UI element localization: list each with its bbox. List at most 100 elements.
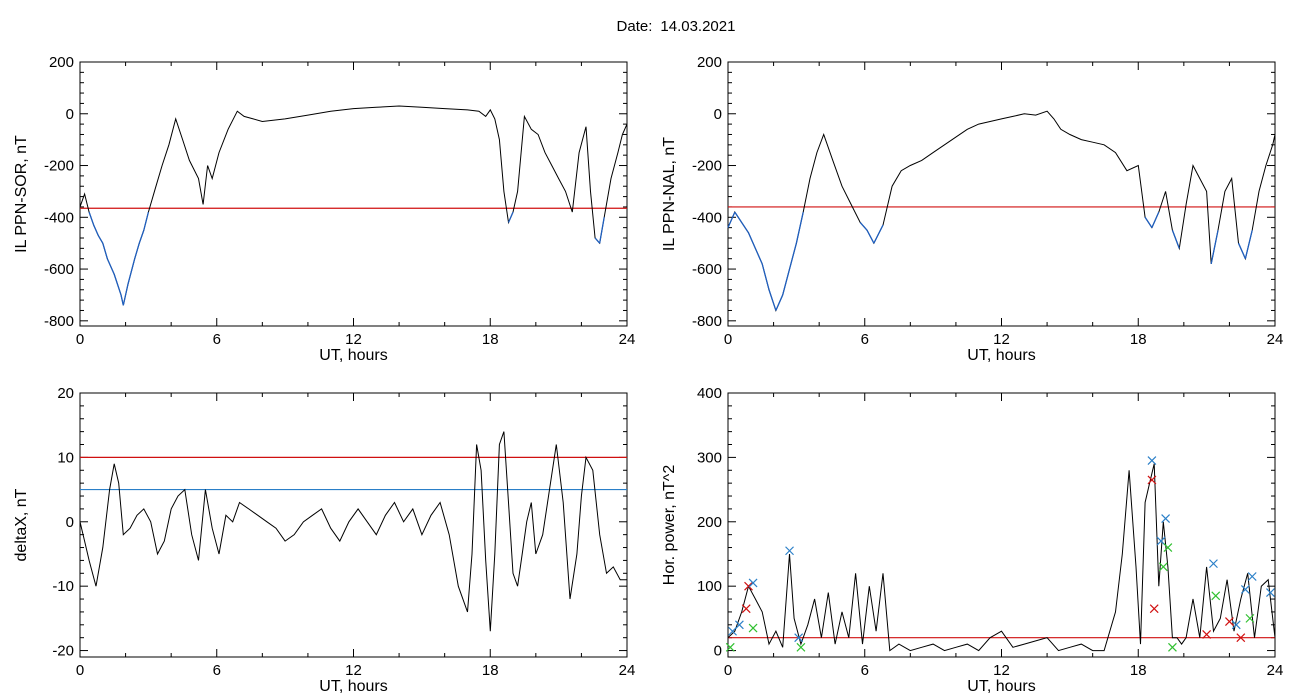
y-tick-label: 300 [697, 449, 722, 466]
below-threshold-segment [106, 258, 115, 275]
y-tick-label: 400 [697, 385, 722, 402]
y-tick-label: 10 [57, 449, 74, 466]
y-tick-label: -400 [692, 209, 722, 226]
below-threshold-segment [594, 237, 601, 244]
below-threshold-segment [1210, 230, 1219, 265]
x-tick-label: 0 [76, 662, 84, 679]
marker-red [1224, 617, 1234, 627]
below-threshold-segment [754, 248, 763, 265]
below-threshold-segment [97, 235, 104, 244]
below-threshold-segment [782, 268, 791, 296]
y-tick-label: 100 [697, 578, 722, 595]
below-threshold-segment [122, 284, 129, 306]
marker-blue [1147, 456, 1157, 466]
x-tick-label: 6 [213, 662, 221, 679]
panel-hor-power: 0 6 12 18 24 0 100 200 300 400 UT, hours Hor. power… [661, 385, 1283, 695]
below-threshold-segment [120, 294, 124, 306]
y-tick-label: 0 [714, 643, 722, 660]
y-tick-label: 200 [49, 54, 74, 71]
below-threshold-segment [747, 232, 756, 249]
below-threshold-segment [507, 211, 514, 223]
x-tick-label: 12 [345, 331, 362, 348]
marker-blue [794, 633, 804, 643]
x-tick-label: 18 [482, 331, 499, 348]
x-tick-label: 24 [619, 662, 636, 679]
below-threshold-segment [727, 211, 736, 228]
x-tick-label: 0 [724, 331, 732, 348]
below-threshold-segment [127, 258, 136, 285]
marker-blue [1231, 620, 1241, 630]
x-tick-label: 24 [1267, 331, 1284, 348]
y-axis-label: Hor. power, nT^2 [661, 465, 678, 586]
x-axis-label: UT, hours [319, 347, 387, 364]
below-threshold-segment [734, 211, 743, 223]
below-threshold-segment [795, 211, 804, 244]
x-tick-label: 12 [345, 662, 362, 679]
panel-il-ppn-sor: 0 6 12 18 24 -800 -600 -400 -200 0 200 UT, hours IL … [13, 54, 635, 364]
y-tick-label: 200 [697, 54, 722, 71]
below-threshold-segment [768, 289, 777, 311]
y-tick-label: 20 [57, 385, 74, 402]
x-tick-label: 12 [993, 662, 1010, 679]
y-axis-label: IL PPN-NAL, nT [661, 137, 678, 251]
marker-red [744, 581, 753, 591]
plot-frame [79, 392, 628, 658]
y-tick-label: -200 [44, 158, 74, 175]
below-threshold-segment [788, 243, 798, 270]
panel-il-ppn-nal: 0 6 12 18 24 -800 -600 -400 -200 0 200 UT, hours IL … [661, 54, 1283, 364]
x-tick-label: 6 [861, 662, 869, 679]
y-tick-label: -600 [692, 261, 722, 278]
below-threshold-segment [1151, 211, 1160, 228]
x-tick-label: 6 [213, 331, 221, 348]
marker-green [1168, 642, 1177, 652]
series-line [79, 431, 627, 632]
x-axis-label: UT, hours [319, 678, 387, 695]
date-value: 14.03.2021 [660, 18, 736, 35]
marker-green [796, 642, 806, 652]
marker-green [725, 642, 735, 652]
below-threshold-segment [134, 242, 140, 259]
x-tick-label: 6 [861, 331, 869, 348]
below-threshold-segment [102, 242, 108, 259]
marker-green [1163, 543, 1173, 552]
below-threshold-segment [599, 217, 605, 244]
x-tick-label: 12 [993, 331, 1010, 348]
marker-red [741, 604, 751, 614]
below-threshold-segment [88, 211, 95, 226]
y-tick-label: 200 [697, 514, 722, 531]
y-tick-label: -20 [52, 643, 74, 660]
marker-red [1202, 630, 1212, 639]
y-tick-label: -600 [44, 261, 74, 278]
x-axis-label: UT, hours [967, 347, 1035, 364]
below-threshold-segment [1244, 230, 1253, 259]
x-tick-label: 24 [1267, 662, 1284, 679]
marker-blue [1240, 584, 1250, 594]
marker-blue [1209, 559, 1218, 569]
marker-red [1149, 604, 1159, 614]
below-threshold-segment [859, 222, 868, 231]
plot-frame [727, 61, 1276, 327]
below-threshold-segment [741, 222, 750, 234]
marker-blue [1247, 572, 1257, 581]
series-line [727, 110, 1276, 312]
plot-frame [79, 61, 628, 327]
y-tick-label: -800 [692, 313, 722, 330]
date-label: Date: [616, 18, 653, 35]
series-line [79, 105, 628, 306]
below-threshold-segment [1144, 216, 1153, 229]
marker-red [1147, 475, 1157, 485]
marker-blue [1161, 514, 1171, 523]
y-tick-label: 0 [66, 514, 74, 531]
x-tick-label: 0 [724, 662, 732, 679]
marker-green [1211, 591, 1221, 601]
figure-title: Date: 14.03.2021 [0, 18, 1300, 35]
x-tick-label: 0 [76, 331, 84, 348]
marker-green [1158, 562, 1168, 572]
y-tick-label: -10 [52, 578, 74, 595]
marker-green [1245, 613, 1255, 623]
below-threshold-segment [866, 229, 875, 244]
x-axis-label: UT, hours [967, 678, 1035, 695]
y-axis-label: deltaX, nT [13, 488, 30, 561]
marker-blue [734, 620, 744, 630]
